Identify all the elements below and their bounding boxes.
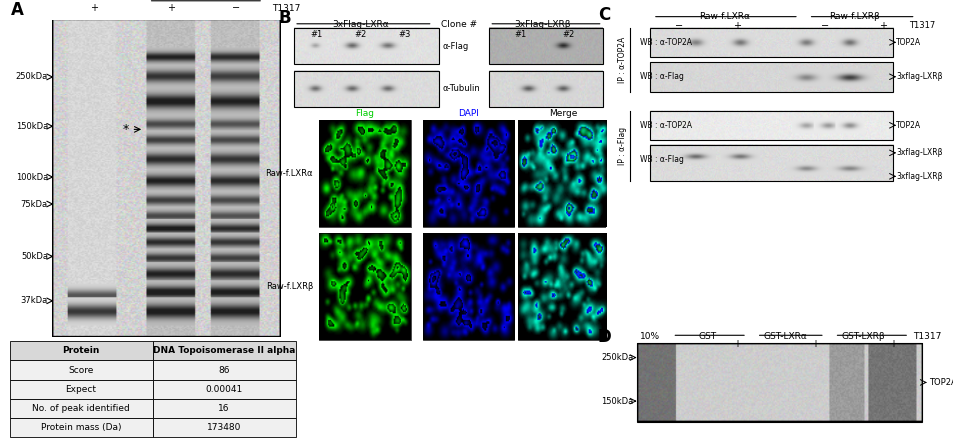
Text: 150kDa: 150kDa [600, 396, 633, 406]
Bar [649, 62, 892, 92]
Text: 75kDa: 75kDa [21, 199, 48, 209]
Text: GST-LXRα: GST-LXRα [763, 332, 807, 340]
Text: IP : α-Flag: IP : α-Flag [618, 127, 626, 165]
Text: −: − [820, 21, 828, 31]
Bar [636, 343, 922, 422]
Text: GST: GST [699, 332, 717, 340]
Text: 3xFlag-LXRα: 3xFlag-LXRα [332, 19, 388, 29]
Text: 3xFlag-LXRβ: 3xFlag-LXRβ [514, 19, 571, 29]
Text: −: − [678, 340, 685, 349]
Text: Raw-f.LXRα: Raw-f.LXRα [265, 169, 313, 178]
Bar [489, 28, 602, 64]
Text: +: + [168, 4, 175, 14]
Text: #2: #2 [561, 30, 574, 39]
Text: 3xflag-LXRβ: 3xflag-LXRβ [895, 72, 942, 81]
Bar [517, 120, 608, 227]
Text: TOP2A: TOP2A [895, 38, 921, 47]
Text: Flag: Flag [355, 109, 375, 118]
Bar [319, 120, 410, 227]
Text: −: − [674, 21, 682, 31]
Text: WB : α-Flag: WB : α-Flag [639, 155, 683, 164]
Text: T1317: T1317 [912, 332, 941, 340]
Bar [423, 233, 514, 340]
Text: 150kDa: 150kDa [15, 122, 48, 131]
Text: +: + [879, 21, 886, 31]
Text: α-Tubulin: α-Tubulin [441, 84, 479, 93]
Text: IP : α-TOP2A: IP : α-TOP2A [618, 37, 626, 83]
Text: 10%: 10% [639, 332, 659, 340]
Text: GST-LXRβ: GST-LXRβ [841, 332, 884, 340]
Text: α-Flag: α-Flag [441, 41, 468, 51]
Text: #1: #1 [310, 30, 322, 39]
Bar [649, 28, 892, 57]
Text: TOP2A: TOP2A [895, 121, 921, 130]
Text: +: + [733, 21, 740, 31]
Text: WB : α-TOP2A: WB : α-TOP2A [639, 38, 691, 47]
Text: Raw-f.LXRα: Raw-f.LXRα [698, 12, 749, 21]
Bar [294, 28, 438, 64]
Text: Merge: Merge [549, 109, 577, 118]
Text: #2: #2 [354, 30, 366, 39]
Text: 3xflag-LXRβ: 3xflag-LXRβ [895, 148, 942, 157]
Text: WB : α-TOP2A: WB : α-TOP2A [639, 121, 691, 130]
Text: +: + [810, 340, 819, 349]
Bar [489, 71, 602, 107]
Text: Raw-f.LXRβ: Raw-f.LXRβ [828, 12, 879, 21]
Text: −: − [840, 340, 847, 349]
Bar [649, 145, 892, 181]
Text: −: − [232, 4, 239, 14]
Text: T1317: T1317 [908, 21, 934, 30]
Text: #3: #3 [397, 30, 410, 39]
Text: DAPI: DAPI [458, 109, 478, 118]
Text: 250kDa: 250kDa [600, 353, 633, 362]
Text: +: + [888, 340, 896, 349]
Bar [319, 233, 410, 340]
Text: +: + [733, 340, 740, 349]
Bar [294, 71, 438, 107]
Text: C: C [598, 6, 609, 24]
Text: D: D [598, 328, 611, 345]
Text: 250kDa: 250kDa [15, 72, 48, 82]
Text: A: A [11, 1, 24, 19]
Text: +: + [90, 4, 97, 14]
Text: T1317: T1317 [272, 4, 300, 14]
Text: *: * [123, 123, 129, 136]
Text: Clone #: Clone # [441, 19, 476, 29]
Text: 3xflag-LXRβ: 3xflag-LXRβ [895, 172, 942, 181]
Text: WB : α-Flag: WB : α-Flag [639, 72, 683, 81]
Text: 100kDa: 100kDa [15, 172, 48, 182]
Text: Raw-f.LXRβ: Raw-f.LXRβ [265, 282, 313, 292]
Bar [423, 120, 514, 227]
Text: 50kDa: 50kDa [21, 252, 48, 261]
Text: #1: #1 [514, 30, 526, 39]
Text: −: − [761, 340, 770, 349]
Bar [517, 233, 608, 340]
Bar [649, 111, 892, 140]
Text: TOP2A: TOP2A [927, 378, 953, 387]
Text: 37kDa: 37kDa [21, 296, 48, 305]
Text: B: B [278, 9, 291, 27]
